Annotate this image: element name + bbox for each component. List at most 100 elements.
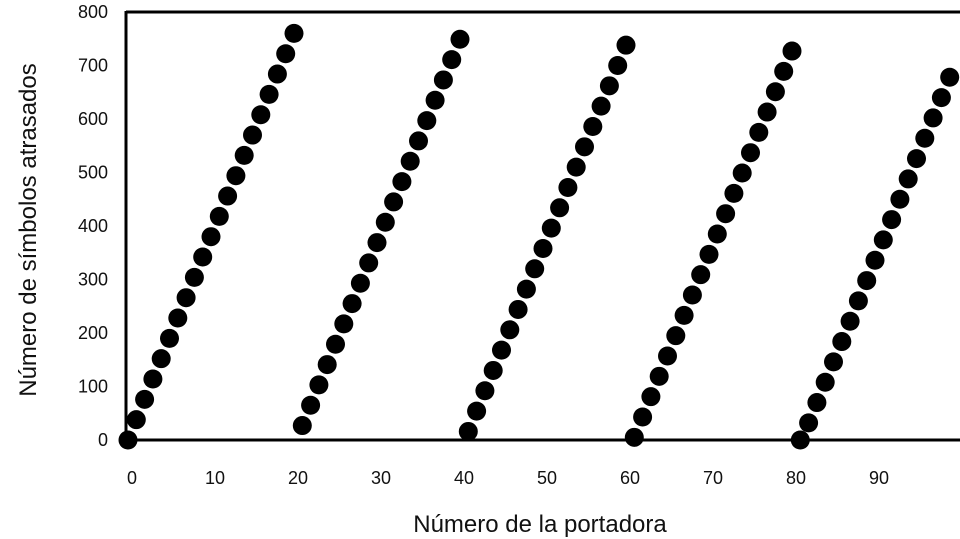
data-point xyxy=(608,56,628,75)
data-point xyxy=(218,186,238,206)
data-point xyxy=(168,308,188,328)
y-tick-label: 700 xyxy=(78,56,108,76)
data-point xyxy=(126,410,146,430)
x-axis-label: Número de la portadora xyxy=(413,511,667,538)
x-tick-label: 0 xyxy=(127,468,137,488)
data-point xyxy=(815,372,835,392)
data-point xyxy=(691,265,711,285)
data-point xyxy=(782,41,802,61)
data-point xyxy=(865,250,885,270)
data-point xyxy=(151,349,171,369)
data-point xyxy=(458,421,478,441)
y-tick-label: 300 xyxy=(78,270,108,290)
data-point xyxy=(176,288,196,308)
data-point xyxy=(143,369,163,389)
data-point xyxy=(707,224,727,244)
data-point xyxy=(757,102,777,122)
data-point xyxy=(790,430,810,450)
data-point xyxy=(234,145,254,165)
data-points xyxy=(118,23,960,450)
data-point xyxy=(832,332,852,352)
data-point xyxy=(583,116,603,136)
data-point xyxy=(267,64,287,84)
data-point xyxy=(558,177,578,197)
data-point xyxy=(682,285,702,305)
data-point xyxy=(666,326,686,346)
data-point xyxy=(923,108,943,128)
data-point xyxy=(160,328,179,348)
y-tick-label: 400 xyxy=(78,216,108,236)
x-tick-labels: 0 10 20 30 40 50 60 70 80 90 xyxy=(127,468,889,488)
y-tick-label: 200 xyxy=(78,323,108,343)
x-tick-label: 20 xyxy=(288,468,308,488)
data-point xyxy=(541,218,561,238)
data-point xyxy=(931,88,951,108)
x-tick-label: 90 xyxy=(869,468,889,488)
data-point xyxy=(467,401,487,421)
data-point xyxy=(915,128,935,148)
data-point xyxy=(301,395,321,415)
data-point xyxy=(400,151,420,171)
data-point xyxy=(292,416,312,436)
data-point xyxy=(417,111,437,131)
data-point xyxy=(890,189,910,209)
data-point xyxy=(765,82,785,102)
data-point xyxy=(425,90,445,110)
data-point xyxy=(483,360,503,380)
data-point xyxy=(807,393,827,413)
data-point xyxy=(500,320,520,340)
data-point xyxy=(525,259,545,279)
data-point xyxy=(840,311,860,331)
data-point xyxy=(649,366,669,386)
data-point xyxy=(409,131,428,151)
data-point xyxy=(575,137,594,157)
y-tick-label: 800 xyxy=(78,2,108,22)
data-point xyxy=(193,247,213,267)
data-point xyxy=(633,407,653,427)
data-point xyxy=(317,355,337,375)
data-point xyxy=(566,157,586,177)
data-point xyxy=(882,210,902,230)
data-point xyxy=(450,29,470,49)
y-axis-label: Número de símbolos atrasados xyxy=(15,63,42,397)
data-point xyxy=(326,334,345,354)
data-point xyxy=(508,299,528,319)
y-tick-labels: 0 100 200 300 400 500 600 700 800 xyxy=(78,2,108,450)
y-tick-label: 600 xyxy=(78,109,108,129)
data-point xyxy=(857,271,877,291)
data-point xyxy=(350,273,370,293)
data-point xyxy=(367,233,387,253)
y-tick-label: 500 xyxy=(78,163,108,183)
data-point xyxy=(907,149,926,169)
data-point xyxy=(226,166,246,186)
data-point xyxy=(591,96,611,116)
data-point xyxy=(492,340,511,360)
data-point xyxy=(873,230,893,250)
data-point xyxy=(741,143,760,163)
data-point xyxy=(624,427,644,447)
data-point xyxy=(384,192,404,212)
data-point xyxy=(433,70,453,90)
x-tick-label: 50 xyxy=(537,468,557,488)
data-point xyxy=(732,163,752,183)
data-point xyxy=(392,172,412,192)
data-point xyxy=(749,122,769,142)
data-point xyxy=(724,183,744,203)
data-point xyxy=(284,23,304,43)
x-tick-label: 60 xyxy=(620,468,640,488)
y-tick-label: 0 xyxy=(98,430,108,450)
data-point xyxy=(334,314,354,334)
data-point xyxy=(616,35,636,55)
data-point xyxy=(674,305,694,325)
data-point xyxy=(184,267,204,287)
y-tick-label: 100 xyxy=(78,377,108,397)
data-point xyxy=(375,212,395,232)
data-point xyxy=(824,352,843,372)
data-point xyxy=(774,61,794,81)
data-point xyxy=(309,375,329,395)
data-point xyxy=(940,67,960,87)
x-tick-label: 30 xyxy=(371,468,391,488)
data-point xyxy=(342,294,362,314)
data-point xyxy=(276,44,296,64)
